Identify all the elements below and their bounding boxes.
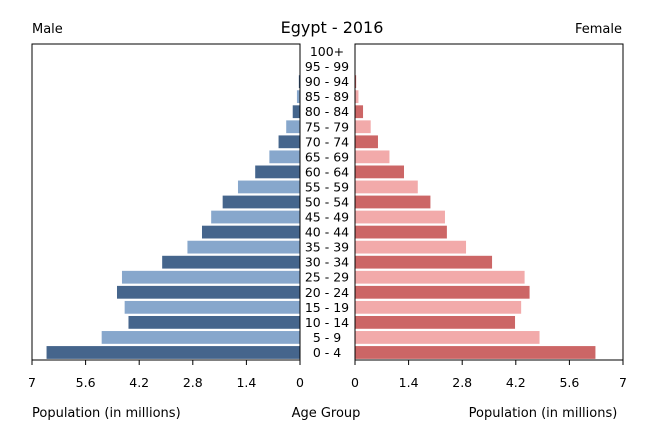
female-label: Female <box>574 22 622 37</box>
male-bar-25-29 <box>121 270 300 284</box>
female-x-tick-label: 1.4 <box>399 375 419 390</box>
female-plot-frame <box>354 43 624 361</box>
male-bar-70-74 <box>278 135 300 149</box>
female-bar-50-54 <box>355 195 431 209</box>
male-bar-40-44 <box>201 225 300 239</box>
male-x-tick-label: 0 <box>296 375 304 390</box>
male-bar-80-84 <box>292 105 300 119</box>
male-x-tick-label: 5.6 <box>76 375 96 390</box>
x-axis-label-female: Population (in millions) <box>468 406 618 421</box>
chart-title: Egypt - 2016 <box>280 18 384 37</box>
age-group-label: 25 - 29 <box>305 270 349 285</box>
age-group-label: 35 - 39 <box>305 240 349 255</box>
male-bar-50-54 <box>222 195 300 209</box>
age-group-label: 60 - 64 <box>305 164 349 179</box>
female-bar-75-79 <box>355 120 371 134</box>
age-group-axis-label: Age Group <box>291 406 361 421</box>
male-bar-0-4 <box>46 346 301 359</box>
female-bar-0-4 <box>355 346 596 359</box>
x-axis-label-male: Population (in millions) <box>32 406 181 421</box>
female-bar-45-49 <box>355 210 445 224</box>
male-bar-35-39 <box>187 240 300 254</box>
age-group-label: 70 - 74 <box>305 134 349 149</box>
female-bar-40-44 <box>355 225 447 239</box>
female-bar-80-84 <box>355 105 364 119</box>
male-bar-5-9 <box>101 331 301 344</box>
female-bar-60-64 <box>355 165 405 179</box>
male-x-tick-label: 7 <box>28 375 36 390</box>
male-bar-45-49 <box>211 210 300 224</box>
female-bar-70-74 <box>355 135 378 149</box>
female-bar-25-29 <box>355 270 525 284</box>
age-group-label: 95 - 99 <box>305 59 349 74</box>
female-bar-85-89 <box>355 90 359 104</box>
female-x-tick-label: 7 <box>619 375 627 390</box>
age-group-label: 40 - 44 <box>305 225 349 240</box>
female-x-tick-label: 0 <box>351 375 359 390</box>
female-x-tick-label: 4.2 <box>506 375 526 390</box>
male-x-tick-label: 1.4 <box>236 375 256 390</box>
age-group-label: 80 - 84 <box>305 104 349 119</box>
male-x-tick-label: 2.8 <box>183 375 203 390</box>
male-bar-85-89 <box>296 90 300 104</box>
age-group-label: 55 - 59 <box>305 179 349 194</box>
age-group-label: 10 - 14 <box>305 315 349 330</box>
female-x-tick-label: 5.6 <box>559 375 579 390</box>
male-x-tick-label: 4.2 <box>129 375 149 390</box>
male-bar-20-24 <box>116 285 300 299</box>
age-group-label: 5 - 9 <box>313 330 341 345</box>
female-bar-65-69 <box>355 150 390 164</box>
age-group-label: 100+ <box>310 44 344 59</box>
male-bar-10-14 <box>128 315 300 329</box>
female-bar-30-34 <box>355 255 493 269</box>
male-bar-60-64 <box>255 165 300 179</box>
female-bar-55-59 <box>355 180 418 194</box>
male-label: Male <box>32 22 63 37</box>
male-bar-65-69 <box>269 150 300 164</box>
female-x-tick-label: 2.8 <box>452 375 472 390</box>
female-bar-90-94 <box>355 75 357 89</box>
age-group-label: 15 - 19 <box>305 300 349 315</box>
male-plot-frame <box>31 43 301 361</box>
age-group-label: 85 - 89 <box>305 89 349 104</box>
age-group-label: 75 - 79 <box>305 119 349 134</box>
male-bar-90-94 <box>298 75 300 89</box>
age-group-label: 20 - 24 <box>305 285 349 300</box>
age-group-label: 45 - 49 <box>305 210 349 225</box>
male-bar-15-19 <box>124 300 300 314</box>
male-bar-55-59 <box>237 180 300 194</box>
female-bar-5-9 <box>355 331 540 344</box>
female-bar-20-24 <box>355 285 530 299</box>
female-bar-15-19 <box>355 300 522 314</box>
male-bar-30-34 <box>162 255 300 269</box>
female-bar-10-14 <box>355 315 516 329</box>
male-bar-75-79 <box>286 120 300 134</box>
age-group-label: 90 - 94 <box>305 74 349 89</box>
age-group-label: 0 - 4 <box>313 345 341 360</box>
age-group-label: 65 - 69 <box>305 149 349 164</box>
age-group-label: 30 - 34 <box>305 255 349 270</box>
age-group-label: 50 - 54 <box>305 195 349 210</box>
female-bar-35-39 <box>355 240 467 254</box>
